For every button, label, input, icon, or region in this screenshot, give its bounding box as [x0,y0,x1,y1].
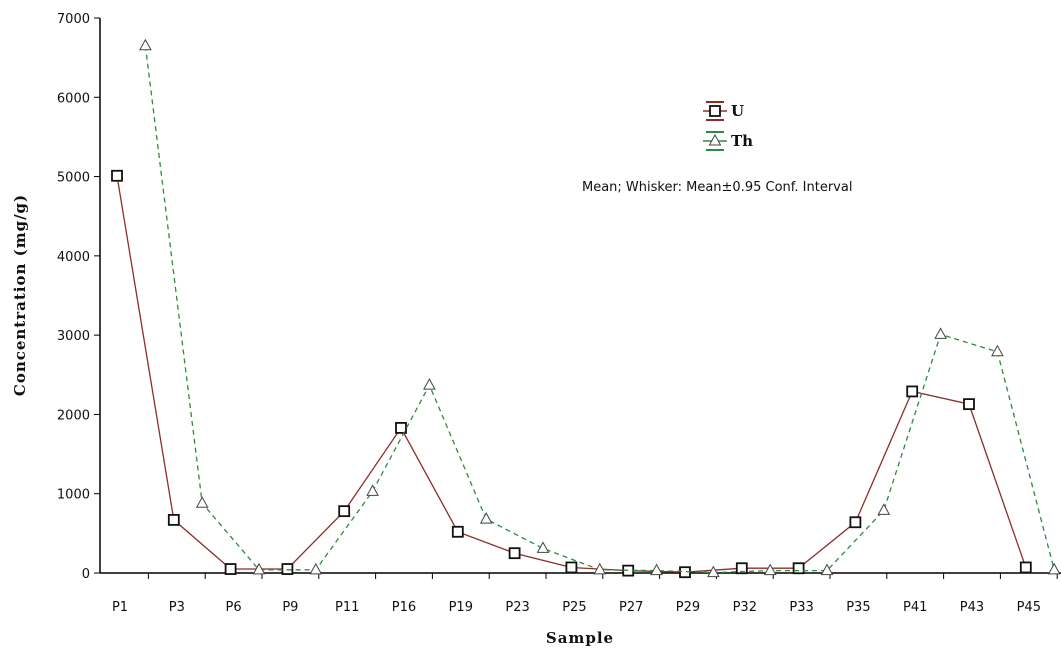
data-point-u [111,169,123,182]
x-tick-label: P35 [846,600,870,615]
data-point-u [849,516,862,529]
legend-item-th: Th [703,131,753,151]
y-tick-label: 1000 [57,488,90,503]
series-th [139,38,1061,578]
x-tick-label: P1 [112,600,128,615]
y-tick-label: 7000 [57,12,90,27]
legend-item-u: U [703,101,744,121]
data-point-u [395,422,407,434]
data-point-th [366,484,379,496]
data-point-th [991,344,1004,357]
legend-triangle-marker [708,133,722,146]
data-point-th [139,38,152,51]
x-tick-label: P23 [505,600,529,615]
x-tick-label: P32 [733,600,757,615]
x-tick-label: P27 [619,600,643,615]
data-point-u [167,513,180,526]
data-point-th [479,512,493,524]
series-th-line [144,45,1055,574]
data-point-th [536,541,550,553]
x-tick-label: P6 [226,600,242,615]
data-point-th [1047,562,1061,575]
legend: U Th [703,101,753,151]
y-axis-ticks: 0 1000 2000 3000 4000 5000 6000 7000 [57,12,100,582]
y-axis-title: Concentration (mg/g) [11,194,29,396]
data-point-th [252,562,266,575]
data-point-th [423,378,436,390]
data-point-u [735,562,748,575]
data-point-u [224,563,237,575]
series-layer [111,38,1061,579]
y-tick-label: 4000 [57,250,90,265]
data-point-u [792,562,805,575]
data-point-th [934,327,947,339]
y-tick-label: 5000 [57,171,90,186]
data-point-u [906,385,919,398]
data-point-u [281,563,294,575]
axes [99,18,1061,574]
data-point-th [877,503,891,515]
x-tick-label: P19 [449,600,473,615]
data-point-u [1019,561,1032,574]
data-point-th [763,563,777,576]
x-tick-label: P9 [282,600,298,615]
data-point-th [707,565,720,578]
legend-label-th: Th [731,132,753,150]
y-tick-label: 0 [82,567,90,582]
x-axis-ticks: P1 P3 P6 P9 P11 P16 P19 P23 P25 P27 P29 P32 P33 P35 P4… [112,573,1058,615]
legend-label-u: U [731,102,744,120]
data-point-u [508,547,521,560]
y-tick-label: 2000 [57,408,90,423]
x-tick-label: P16 [392,600,416,615]
data-point-u [963,398,975,411]
legend-square-marker [709,105,721,117]
x-axis-title: Sample [546,629,614,647]
data-point-th [820,563,834,576]
data-point-u [338,505,351,518]
data-point-th [593,562,607,575]
x-tick-label: P3 [169,600,185,615]
x-tick-label: P45 [1017,600,1041,615]
data-point-u [565,561,578,574]
x-tick-label: P29 [676,600,700,615]
x-tick-label: P41 [903,600,927,615]
x-tick-label: P11 [335,600,359,615]
x-tick-label: P25 [562,600,586,615]
data-point-th [309,562,323,575]
y-tick-label: 6000 [57,91,90,106]
data-point-th [650,563,663,576]
series-u-line [116,175,1027,573]
series-u [111,169,1032,579]
confidence-interval-note: Mean; Whisker: Mean±0.95 Conf. Interval [582,180,852,195]
y-tick-label: 3000 [57,329,90,344]
data-point-u [451,525,464,538]
x-tick-label: P33 [789,600,813,615]
data-point-th [195,496,209,508]
x-tick-label: P43 [960,600,984,615]
